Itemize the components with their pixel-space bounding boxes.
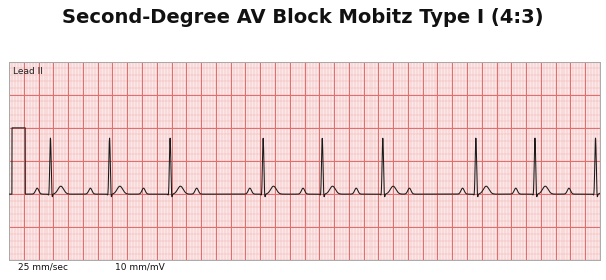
Text: Lead II: Lead II — [13, 67, 42, 76]
Text: Second-Degree AV Block Mobitz Type I (4:3): Second-Degree AV Block Mobitz Type I (4:… — [62, 8, 544, 27]
Text: 10 mm/mV: 10 mm/mV — [115, 263, 165, 272]
Text: 25 mm/sec: 25 mm/sec — [18, 263, 68, 272]
